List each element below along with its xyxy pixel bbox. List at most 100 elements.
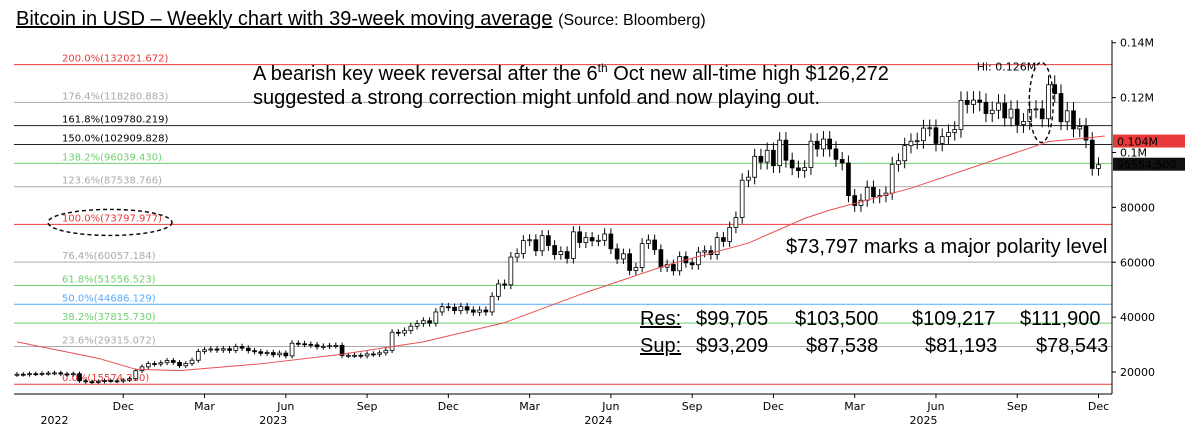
candle-body: [277, 352, 282, 356]
candle-body: [283, 352, 289, 357]
y-tick-label: 40000: [1120, 311, 1155, 324]
candle-body: [583, 237, 589, 243]
candle-body: [352, 354, 357, 357]
candle-body: [320, 345, 326, 348]
candle-body: [871, 186, 876, 198]
x-month-label: Sep: [357, 400, 378, 413]
candle-body: [589, 237, 595, 242]
candle-body: [370, 353, 376, 356]
candle-body: [1021, 121, 1026, 125]
candle-body: [671, 264, 676, 272]
candle-body: [364, 353, 370, 357]
candle-body: [627, 253, 632, 271]
fib-label: 161.8%(109780.219): [62, 115, 168, 126]
candle-body: [639, 243, 645, 268]
candle-body: [496, 283, 501, 297]
candle-body: [714, 237, 720, 255]
candle-body: [796, 167, 801, 172]
candle-body: [808, 140, 814, 169]
candle-body: [471, 309, 476, 313]
fib-grid: [14, 64, 1112, 385]
candle-body: [314, 344, 320, 348]
candle-body: [1033, 108, 1039, 111]
candle-body: [252, 350, 257, 353]
candle-body: [133, 370, 139, 380]
candle-body: [127, 378, 132, 381]
candle-body: [633, 267, 639, 271]
candle-body: [839, 158, 845, 164]
candle-body: [652, 239, 657, 251]
x-month-label: Dec: [1088, 400, 1109, 413]
sup-value: $93,209: [696, 335, 768, 357]
sup-value: $87,538: [806, 335, 878, 357]
candle-body: [414, 323, 420, 327]
candle-body: [45, 372, 51, 375]
candle-body: [802, 167, 808, 172]
candle-body: [70, 373, 76, 376]
candle-body: [489, 295, 495, 313]
candle-body: [158, 362, 164, 365]
candle-body: [264, 352, 270, 354]
candle-body: [233, 346, 239, 351]
candle-body: [946, 132, 951, 137]
candle-body: [977, 99, 983, 103]
candle-body: [89, 381, 95, 384]
res-value: $103,500: [795, 308, 878, 330]
candle-body: [827, 138, 833, 150]
candle-body: [527, 239, 532, 242]
candle-body: [558, 251, 564, 255]
x-month-label: Jun: [601, 400, 619, 413]
candle-body: [1083, 126, 1089, 141]
res-value: $99,705: [696, 308, 768, 330]
fib-labels: 200.0%(132021.672) 176.4%(118280.883) 161.…: [62, 54, 168, 385]
candle-body: [27, 373, 32, 376]
candle-body: [395, 331, 401, 334]
candle-body: [477, 309, 482, 313]
candle-body: [421, 320, 426, 324]
candle-body: [552, 245, 557, 255]
candle-body: [921, 127, 926, 142]
reversal-text-part: Oct new all-time high $126,272: [608, 63, 889, 85]
candle-body: [83, 380, 89, 383]
candle-body: [402, 330, 407, 334]
fib-label: 176.4%(118280.883): [62, 91, 168, 102]
x-month-label: Mar: [844, 400, 865, 413]
candle-body: [270, 352, 276, 356]
candle-body: [783, 139, 789, 161]
candle-body: [571, 231, 576, 259]
candle-body: [439, 306, 445, 313]
candle-body: [752, 155, 758, 178]
candle-body: [996, 102, 1001, 111]
candle-body: [102, 380, 107, 382]
x-year-label: 2024: [584, 414, 612, 427]
candle-body: [614, 248, 620, 260]
candle-body: [114, 380, 120, 383]
candle-body: [389, 331, 395, 351]
title-source: (Source: Bloomberg): [558, 12, 706, 29]
fib-label: 150.0%(102909.828): [62, 134, 168, 145]
fib-label: 38.2%(37815.730): [62, 312, 156, 323]
y-tick-label: 80000: [1120, 201, 1155, 214]
candle-body: [20, 373, 26, 376]
candle-body: [621, 253, 626, 260]
sup-value: $78,543: [1036, 335, 1108, 357]
candle-body: [746, 176, 751, 181]
reversal-text-line1: A bearish key week reversal after the 6t…: [253, 61, 889, 85]
candle-body: [833, 148, 839, 160]
candle-body: [502, 283, 507, 286]
candle-body: [408, 325, 414, 332]
candle-body: [858, 199, 864, 206]
candle-body: [58, 372, 64, 375]
reversal-text-sup: th: [598, 61, 608, 75]
price-tag-bg: [1113, 134, 1185, 148]
candle-body: [971, 99, 976, 105]
candle-body: [939, 136, 945, 144]
chart-title: Bitcoin in USD – Weekly chart with 39-we…: [16, 8, 706, 31]
x-year-label: 2022: [41, 414, 69, 427]
candle-body: [345, 354, 351, 357]
price-tag-bg: [1113, 157, 1185, 171]
candle-body: [458, 306, 464, 311]
candle-body: [733, 217, 739, 228]
candle-body: [383, 349, 389, 354]
fib-label: 123.6%(87538.766): [62, 176, 162, 187]
